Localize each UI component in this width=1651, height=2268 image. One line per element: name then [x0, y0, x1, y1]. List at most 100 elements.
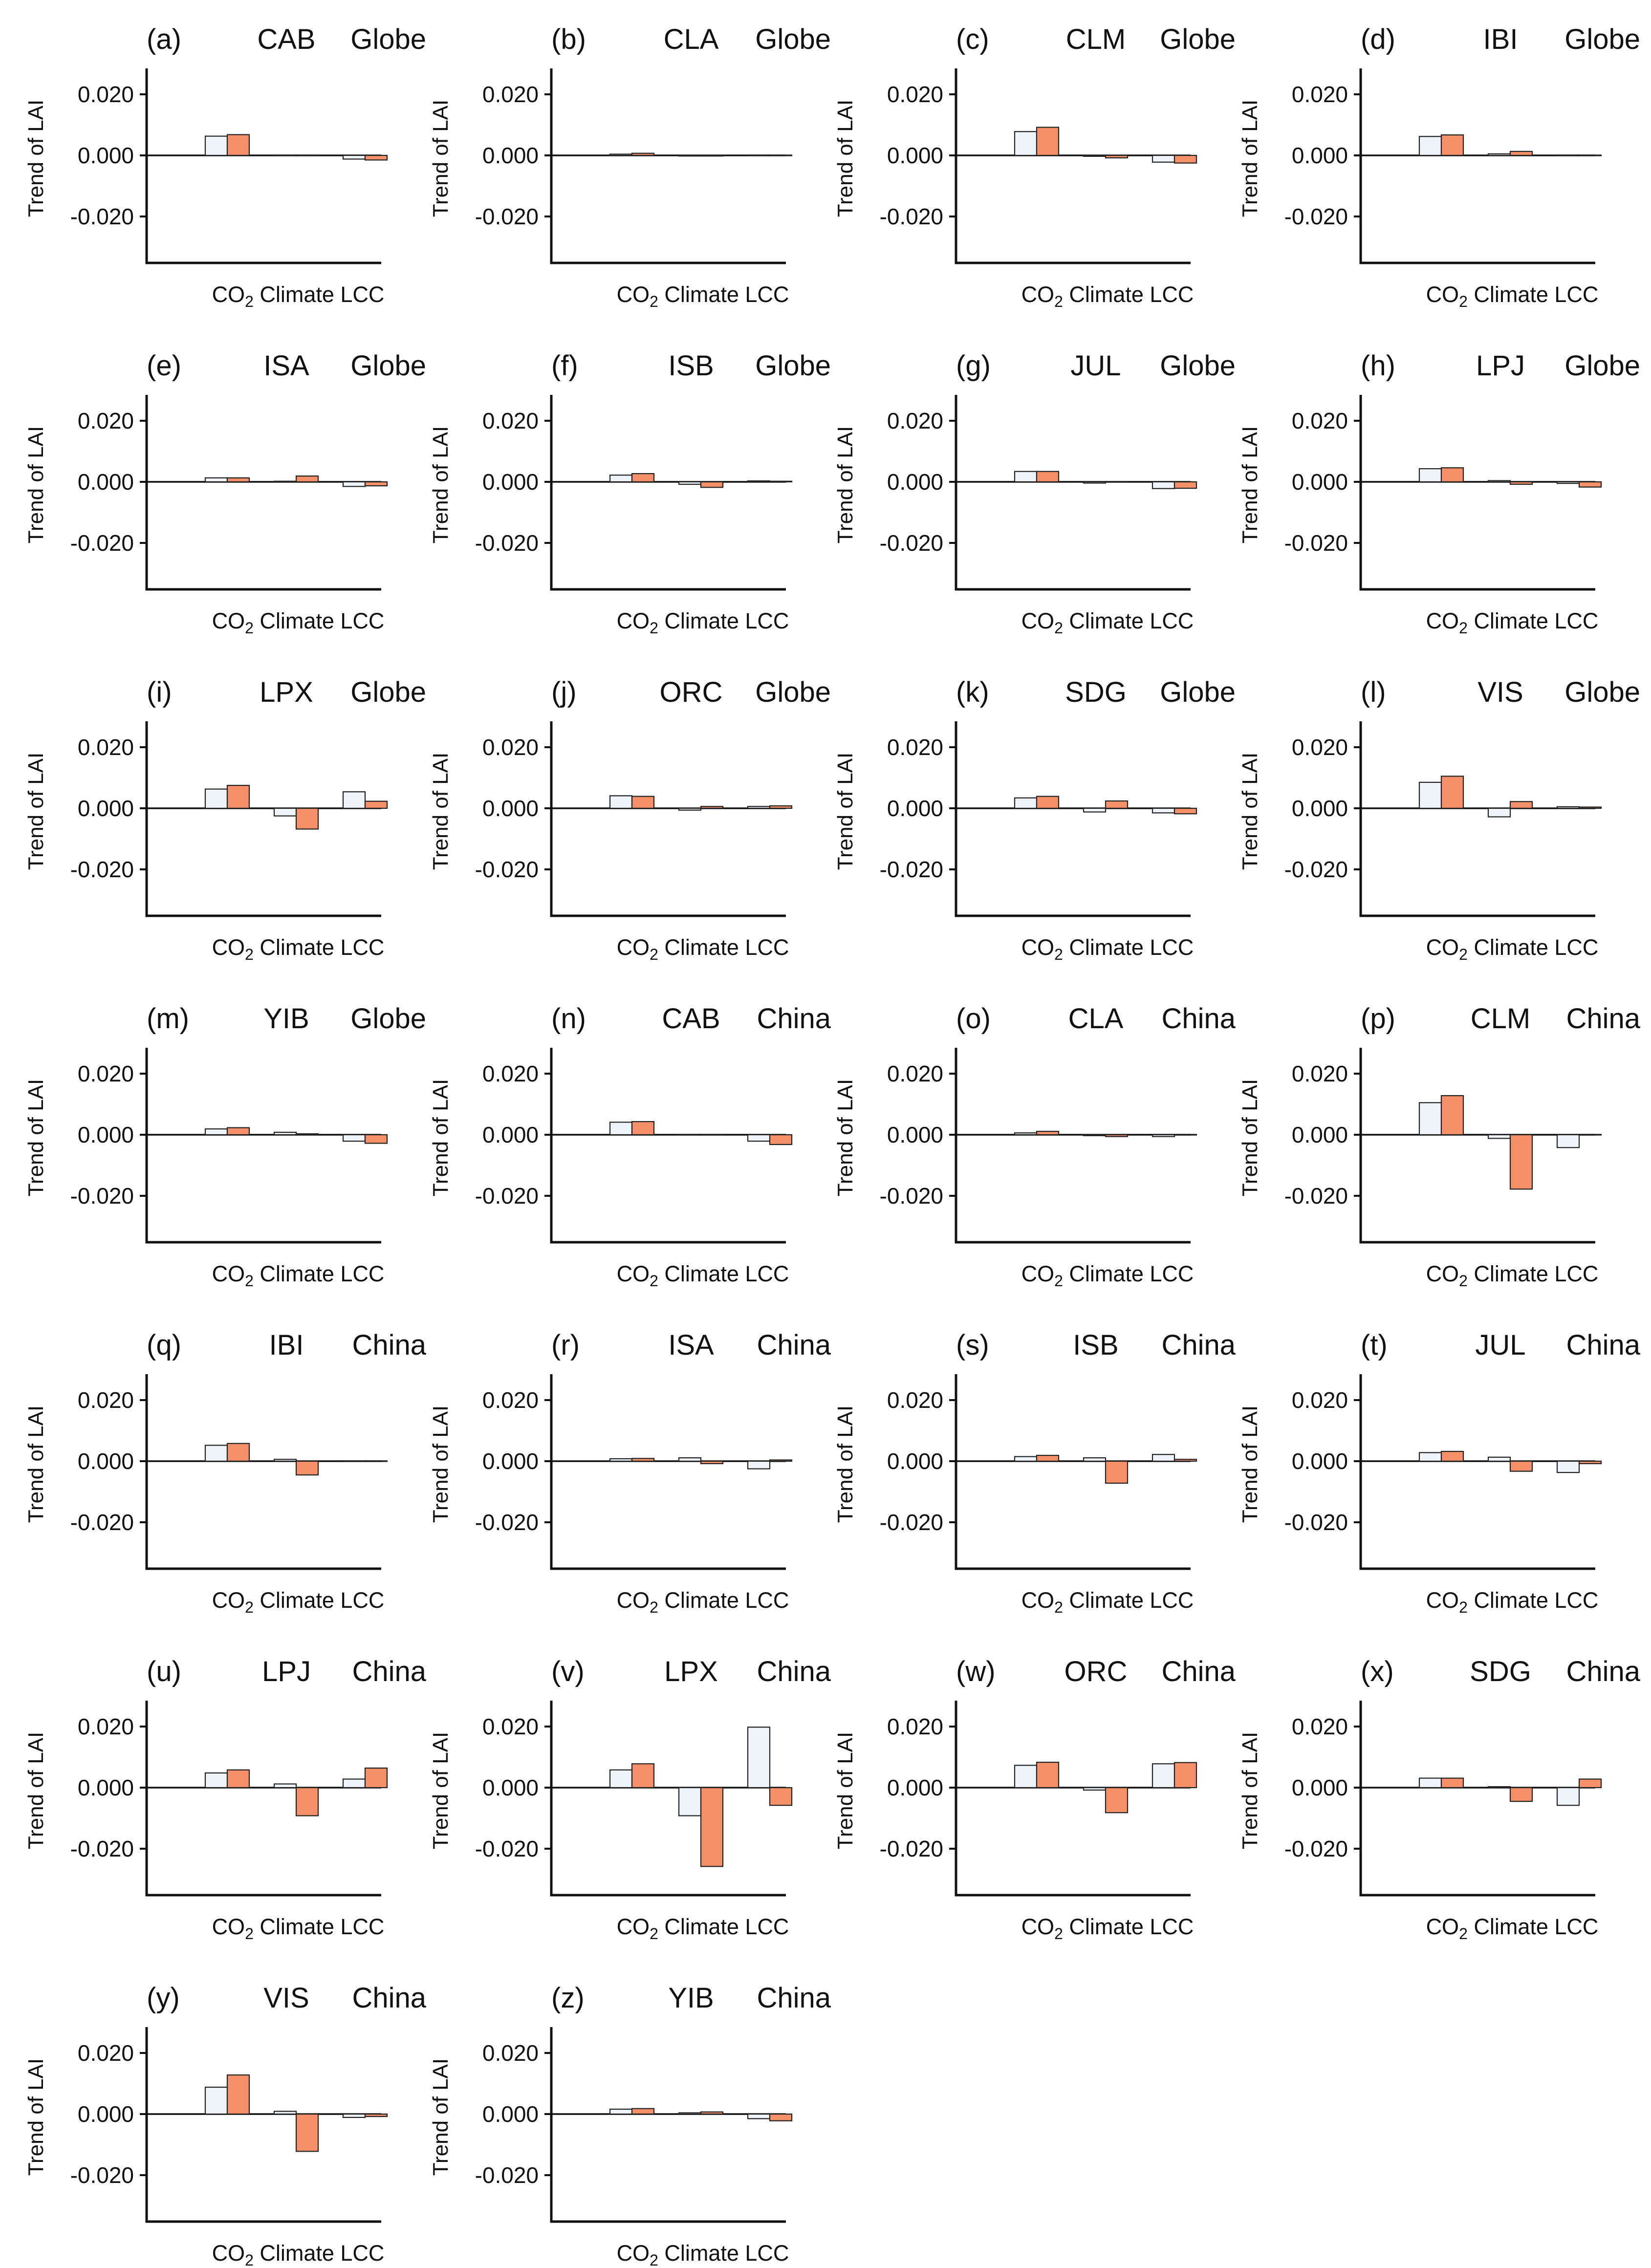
category-label-climate-lcc: Climate LCC	[254, 608, 385, 633]
category-label-climate-lcc: Climate LCC	[1063, 1914, 1194, 1939]
panel-label: (f)	[551, 350, 578, 382]
panel-a: 0.020 0.000 -0.020 Trend of LAI (a) CAB Globe C…	[24, 23, 426, 310]
bar-series-a-co	[1418, 1102, 1442, 1136]
category-label-co2: CO	[617, 608, 650, 633]
bar-series-b-climate	[1509, 481, 1533, 485]
axis-frame	[145, 1048, 381, 1244]
y-tick-label: 0.000	[482, 1448, 539, 1474]
bar-series-b-lcc	[1173, 1134, 1197, 1136]
bar-series-b-climate	[700, 481, 724, 488]
panel-label: (k)	[956, 676, 989, 708]
bar-series-b-lcc	[1578, 1778, 1602, 1789]
y-tick-label: 0.020	[1292, 408, 1348, 433]
bar-series-a-co	[1014, 1132, 1038, 1136]
y-tick-label: -0.020	[70, 2162, 134, 2188]
y-tick-label: 0.000	[482, 1122, 539, 1147]
bar-series-a-co	[609, 1458, 633, 1462]
bar-series-a-climate	[1083, 807, 1107, 813]
region-name: Globe	[350, 350, 426, 382]
category-label-co2: CO	[212, 1261, 245, 1286]
y-tick-label: -0.020	[475, 2162, 539, 2188]
bar-series-b-climate	[1105, 1134, 1129, 1137]
y-tick-label: 0.000	[78, 469, 134, 495]
bar-series-a-lcc	[1151, 1134, 1175, 1137]
category-label-co2: CO	[1021, 1914, 1055, 1939]
y-tick-label: 0.000	[78, 796, 134, 821]
model-name: IBI	[269, 1329, 304, 1361]
panel-y: 0.020 0.000 -0.020 Trend of LAI (y) VIS China C…	[24, 1982, 427, 2268]
bar-series-b-climate	[1509, 151, 1533, 156]
bar-series-a-climate	[678, 2112, 702, 2115]
x-category-labels: CO2 Climate LCC	[617, 1261, 789, 1290]
y-axis-label: Trend of LAI	[429, 1405, 453, 1523]
y-tick-label: 0.020	[1292, 1714, 1348, 1739]
panel-j: 0.020 0.000 -0.020 Trend of LAI (j) ORC Globe C…	[429, 676, 831, 963]
category-label-climate-lcc: Climate LCC	[658, 1914, 789, 1939]
y-tick-label: -0.020	[475, 530, 539, 556]
model-name: CAB	[662, 1003, 720, 1035]
x-category-labels: CO2 Climate LCC	[1021, 608, 1194, 637]
y-tick-label: 0.000	[1292, 143, 1348, 168]
category-label-co2: CO	[1021, 608, 1055, 633]
y-axis-label: Trend of LAI	[429, 1079, 453, 1197]
y-tick-label: 0.000	[78, 1775, 134, 1800]
category-label-co2: CO	[212, 1588, 245, 1613]
panel-label: (e)	[147, 350, 181, 382]
category-label-climate-lcc: Climate LCC	[1468, 935, 1599, 960]
category-label-climate-lcc: Climate LCC	[1063, 282, 1194, 307]
panel-label: (u)	[147, 1656, 181, 1687]
bar-series-b-co	[1036, 1131, 1060, 1136]
bar-series-b-climate	[295, 2113, 319, 2152]
panel-h: 0.020 0.000 -0.020 Trend of LAI (h) LPJ Globe C…	[1238, 350, 1640, 637]
panel-label: (r)	[551, 1329, 580, 1361]
bar-series-a-lcc	[342, 1778, 366, 1789]
y-axis-label: Trend of LAI	[1238, 753, 1262, 870]
model-name: ORC	[660, 676, 723, 708]
model-name: LPX	[260, 676, 313, 708]
bar-series-b-co	[226, 477, 250, 483]
co2-subscript: 2	[1459, 1598, 1468, 1616]
co2-subscript: 2	[1459, 619, 1468, 637]
bar-series-a-co	[1418, 1452, 1442, 1462]
y-axis-label: Trend of LAI	[24, 2058, 48, 2176]
bar-series-a-climate	[678, 1457, 702, 1462]
bar-series-a-co	[204, 477, 228, 483]
bar-series-a-co	[1014, 1765, 1038, 1789]
y-tick-label: -0.020	[1284, 530, 1348, 556]
bar-series-b-lcc	[1173, 1459, 1197, 1462]
bar-series-b-lcc	[769, 480, 793, 483]
y-tick-label: 0.000	[887, 1448, 943, 1474]
model-name: JUL	[1475, 1329, 1525, 1361]
bar-series-a-climate	[1083, 481, 1107, 484]
category-label-climate-lcc: Climate LCC	[254, 2241, 385, 2266]
bar-series-b-climate	[700, 1134, 724, 1136]
panel-q: 0.020 0.000 -0.020 Trend of LAI (q) IBI China C…	[24, 1329, 427, 1616]
bar-series-a-lcc	[1556, 1460, 1580, 1473]
bar-series-b-co	[1440, 1095, 1464, 1136]
axis-frame	[145, 1374, 381, 1570]
model-name: VIS	[1477, 676, 1523, 708]
panel-e: 0.020 0.000 -0.020 Trend of LAI (e) ISA Globe C…	[24, 350, 426, 637]
bar-series-b-co	[631, 1458, 655, 1462]
panel-label: (p)	[1361, 1003, 1395, 1035]
y-tick-label: 0.000	[887, 1122, 943, 1147]
y-tick-label: 0.020	[482, 734, 539, 760]
bar-series-a-lcc	[1151, 807, 1175, 814]
axis-frame	[1359, 1701, 1595, 1897]
bar-series-b-lcc	[364, 1134, 388, 1144]
y-tick-label: 0.020	[482, 2040, 539, 2066]
panel-label: (s)	[956, 1329, 989, 1361]
category-label-climate-lcc: Climate LCC	[254, 1261, 385, 1286]
region-name: Globe	[1160, 23, 1236, 55]
axis-frame	[1359, 395, 1595, 591]
bar-series-a-co	[204, 1772, 228, 1789]
y-axis-label: Trend of LAI	[833, 1732, 857, 1850]
co2-subscript: 2	[245, 293, 254, 310]
x-category-labels: CO2 Climate LCC	[1021, 1588, 1194, 1616]
panel-label: (w)	[956, 1656, 996, 1687]
y-tick-label: 0.020	[78, 2040, 134, 2066]
y-tick-label: 0.000	[887, 1775, 943, 1800]
bar-series-b-lcc	[769, 805, 793, 809]
panel-label: (q)	[147, 1329, 181, 1361]
